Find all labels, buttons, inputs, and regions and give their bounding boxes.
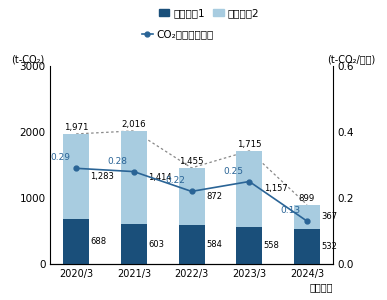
Text: 532: 532 [322, 242, 337, 251]
Bar [121, 224, 147, 264]
Text: （月期）: （月期） [309, 282, 333, 292]
Text: 2,016: 2,016 [122, 120, 146, 129]
Text: 603: 603 [148, 240, 164, 249]
Text: 584: 584 [206, 240, 222, 249]
Text: 1,414: 1,414 [148, 173, 172, 182]
Bar [63, 134, 89, 219]
Bar [236, 227, 262, 264]
Text: 872: 872 [206, 192, 222, 201]
Text: 367: 367 [322, 212, 337, 221]
Bar [121, 131, 147, 224]
Text: 558: 558 [264, 241, 279, 250]
Bar [178, 226, 205, 264]
Text: 0.25: 0.25 [223, 167, 243, 176]
Text: 1,715: 1,715 [237, 140, 262, 149]
Text: 1,157: 1,157 [264, 184, 288, 194]
Text: 688: 688 [91, 237, 107, 246]
Bar [178, 168, 205, 226]
Bar [63, 219, 89, 264]
Text: 0.22: 0.22 [166, 176, 185, 185]
Legend: CO₂排出量原単位: CO₂排出量原単位 [142, 29, 214, 39]
Text: (t-CO₂/億円): (t-CO₂/億円) [327, 54, 375, 64]
Text: 899: 899 [299, 194, 315, 203]
Text: 1,971: 1,971 [64, 123, 88, 132]
Text: 1,283: 1,283 [91, 172, 115, 181]
Text: 0.13: 0.13 [281, 206, 301, 215]
Text: 0.29: 0.29 [50, 153, 70, 162]
Text: 0.28: 0.28 [108, 157, 128, 166]
Legend: スコープ1, スコープ2: スコープ1, スコープ2 [159, 8, 259, 18]
Text: (t-CO₂): (t-CO₂) [11, 54, 44, 64]
Bar [294, 229, 320, 264]
Bar [236, 151, 262, 227]
Text: 1,455: 1,455 [179, 157, 204, 166]
Bar [294, 205, 320, 229]
